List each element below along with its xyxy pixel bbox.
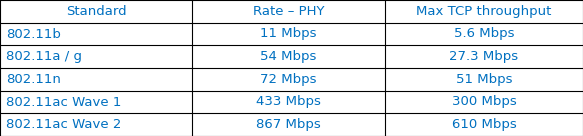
Text: 433 Mbps: 433 Mbps xyxy=(256,95,321,109)
Text: 802.11b: 802.11b xyxy=(6,27,61,41)
Text: Standard: Standard xyxy=(66,5,127,18)
Text: 11 Mbps: 11 Mbps xyxy=(261,27,317,41)
Text: 27.3 Mbps: 27.3 Mbps xyxy=(449,50,518,63)
Text: 72 Mbps: 72 Mbps xyxy=(261,73,317,86)
Text: 5.6 Mbps: 5.6 Mbps xyxy=(454,27,514,41)
Text: 802.11ac Wave 1: 802.11ac Wave 1 xyxy=(6,95,121,109)
Text: 802.11n: 802.11n xyxy=(6,73,61,86)
Text: 802.11a / g: 802.11a / g xyxy=(6,50,82,63)
Text: 300 Mbps: 300 Mbps xyxy=(451,95,517,109)
Text: Max TCP throughput: Max TCP throughput xyxy=(416,5,552,18)
Text: 867 Mbps: 867 Mbps xyxy=(256,118,321,131)
Text: 610 Mbps: 610 Mbps xyxy=(451,118,517,131)
Text: Rate – PHY: Rate – PHY xyxy=(253,5,324,18)
Text: 802.11ac Wave 2: 802.11ac Wave 2 xyxy=(6,118,121,131)
Text: 51 Mbps: 51 Mbps xyxy=(456,73,512,86)
Text: 54 Mbps: 54 Mbps xyxy=(261,50,317,63)
